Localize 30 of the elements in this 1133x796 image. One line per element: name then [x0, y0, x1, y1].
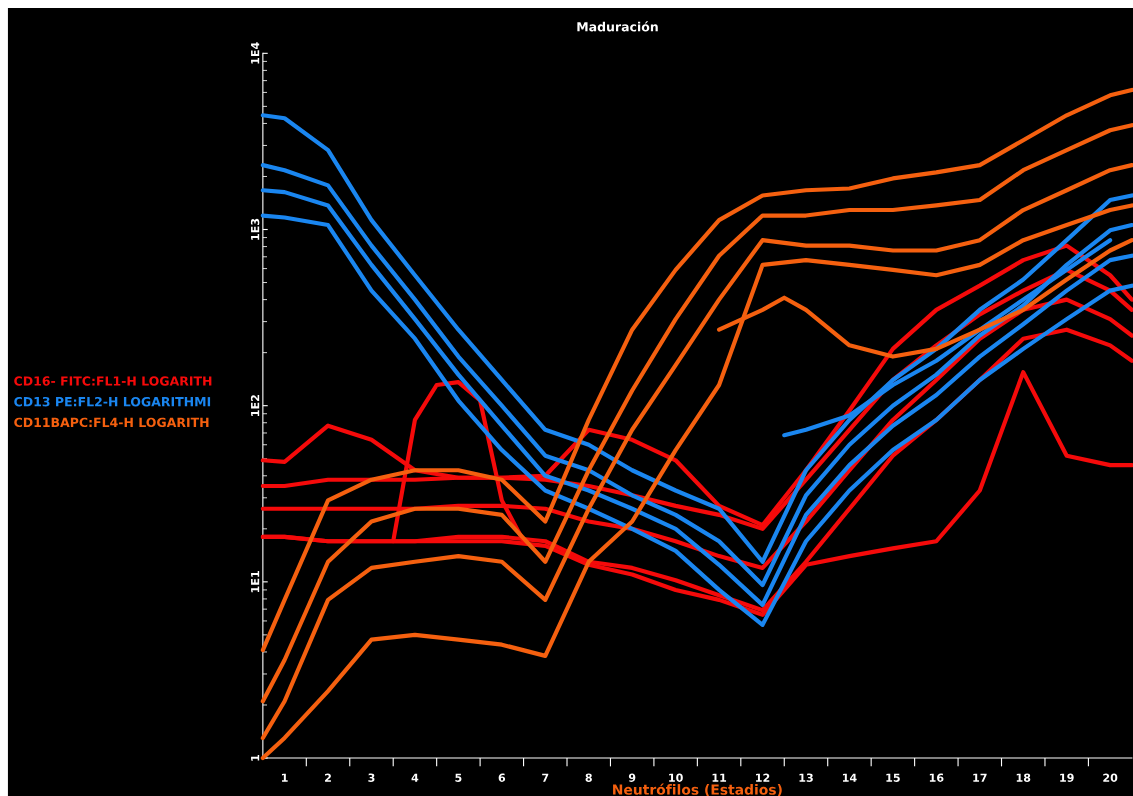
y-tick-label: 1E4 — [251, 42, 260, 64]
x-tick-label: 8 — [585, 773, 592, 782]
chart-title: Maduración — [577, 21, 658, 32]
text: CD16- FITC:FL1-H LOGARITH — [14, 376, 212, 386]
y-tick-label: 1E3 — [250, 218, 260, 240]
x-tick-label: 13 — [799, 773, 813, 782]
x-tick-label: 17 — [973, 773, 987, 782]
x-axis-title: Neutrófilos (Estadios) — [613, 783, 782, 796]
x-tick-label: 14 — [842, 773, 857, 782]
x-tick-label: 12 — [756, 773, 770, 782]
x-tick-label: 4 — [411, 773, 419, 782]
y-tick-label: 1E1 — [251, 571, 260, 593]
x-tick-label: 20 — [1103, 773, 1118, 782]
x-tick-label: 6 — [498, 773, 506, 782]
x-tick-label: 1 — [281, 773, 288, 782]
x-tick-label: 18 — [1016, 773, 1031, 782]
x-tick-label: 9 — [628, 773, 636, 782]
x-tick-label: 7 — [542, 773, 549, 782]
x-tick-label: 10 — [669, 773, 683, 782]
x-tick-label: 5 — [455, 773, 462, 782]
x-tick-label: 11 — [712, 773, 727, 782]
y-tick-label: 1E2 — [250, 395, 260, 416]
text: CD11BAPC:FL4-H LOGARITH — [14, 417, 209, 428]
text: CD13 PE:FL2-H LOGARITHMI — [14, 396, 211, 407]
x-tick-label: 2 — [325, 773, 331, 782]
y-tick-label: 1 — [251, 754, 260, 761]
x-tick-label: 16 — [929, 773, 944, 782]
x-tick-label: 19 — [1060, 773, 1074, 782]
x-tick-label: 15 — [886, 773, 900, 782]
x-tick-label: 3 — [368, 773, 375, 782]
